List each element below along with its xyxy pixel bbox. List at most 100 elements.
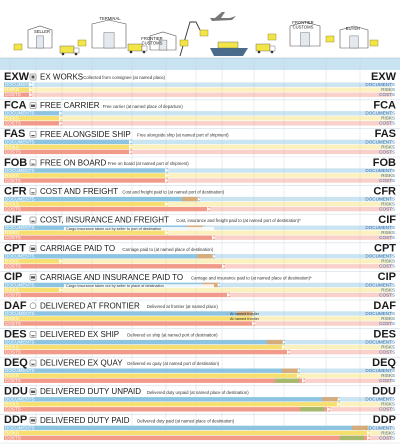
buyer-documents-bar bbox=[32, 82, 392, 87]
freight-segment bbox=[182, 196, 198, 202]
ship-icon bbox=[29, 188, 37, 195]
incoterm-daf: DAF DAF DELIVERED AT FRONTIER Delivered at … bbox=[0, 300, 400, 329]
buyer-costs-bar bbox=[330, 407, 392, 412]
row-label-costs: COSTS bbox=[5, 121, 21, 126]
row-label-risks-right: RISKS bbox=[381, 144, 395, 149]
buyer-costs-bar bbox=[230, 292, 392, 298]
seller-documents-bar bbox=[4, 425, 370, 431]
row-label-costs-right: COSTS bbox=[379, 407, 395, 412]
term-note: Cost, insurance and freight paid to (at … bbox=[176, 218, 301, 223]
crate-icon bbox=[267, 33, 277, 41]
row-label-documents: DOCUMENTS bbox=[5, 168, 35, 173]
buyer-documents-bar bbox=[132, 139, 392, 145]
duty-segment bbox=[275, 378, 299, 383]
seller-risks-bar bbox=[4, 344, 285, 350]
truck-icon-wheel bbox=[142, 50, 146, 54]
term-code-right: DAF bbox=[373, 300, 396, 312]
buyer-risks-bar bbox=[370, 430, 392, 436]
transfer-arrow bbox=[129, 149, 133, 155]
row-label-documents-right: DOCUMENTS bbox=[365, 368, 395, 373]
term-note: Delivered ex quay (at named port of dest… bbox=[127, 361, 219, 366]
ship-icon-glyph bbox=[31, 135, 35, 137]
incoterm-ddu: DDU DDU DELIVERED DUTY UNPAID Delivered dut… bbox=[0, 386, 400, 415]
buyer-risks-bar bbox=[132, 144, 392, 150]
term-code: FCA bbox=[4, 100, 27, 112]
row-label-risks: RISKS bbox=[5, 316, 19, 321]
term-name: DELIVERED EX SHIP bbox=[40, 330, 119, 339]
seller-risks-bar bbox=[4, 230, 168, 235]
incoterm-exw: EXW EXW EX WORKS Collected from consignee (… bbox=[0, 71, 400, 101]
transfer-arrow bbox=[212, 235, 216, 240]
truck-icon-glyph bbox=[31, 247, 35, 250]
buyer-documents-bar bbox=[285, 339, 392, 345]
row-label-risks-right: RISKS bbox=[381, 230, 395, 235]
row-label-costs-right: COSTS bbox=[379, 292, 395, 297]
buyer-documents-bar bbox=[200, 196, 392, 202]
insurance-band bbox=[64, 227, 214, 231]
term-code: DES bbox=[4, 328, 27, 340]
transfer-arrow bbox=[367, 430, 371, 436]
row-label-costs-right: COSTS bbox=[379, 178, 395, 183]
seller-costs-bar bbox=[4, 378, 305, 383]
buyer-costs-bar bbox=[168, 178, 392, 183]
seller-risks-bar bbox=[4, 430, 370, 436]
row-label-costs: COSTS bbox=[5, 264, 21, 269]
row-label-documents: DOCUMENTS bbox=[5, 425, 35, 430]
transfer-arrow bbox=[29, 87, 33, 92]
row-label-documents-right: DOCUMENTS bbox=[365, 111, 395, 116]
plane-wing bbox=[215, 12, 225, 18]
freight-segment bbox=[282, 368, 298, 373]
buyer-documents-bar bbox=[255, 311, 392, 316]
transfer-arrow bbox=[302, 378, 306, 383]
ship-icon-glyph bbox=[31, 335, 35, 337]
customs-building-1-door bbox=[158, 39, 168, 51]
freight-segment bbox=[352, 425, 368, 431]
seller-documents-bar bbox=[4, 311, 255, 316]
truck-icon-cab bbox=[73, 47, 80, 54]
ship-icon-glyph bbox=[31, 220, 35, 222]
ship-icon bbox=[29, 359, 37, 367]
row-label-costs: COSTS bbox=[5, 235, 21, 240]
buyer-risks-bar bbox=[285, 344, 392, 350]
buyer-costs-bar bbox=[132, 149, 392, 155]
row-label-costs-right: COSTS bbox=[379, 264, 395, 269]
seller-costs-bar bbox=[4, 206, 210, 212]
row-label-risks: RISKS bbox=[5, 202, 19, 207]
terminal-label: TERMINAL bbox=[99, 16, 121, 21]
frontier-note: At named frontier bbox=[230, 312, 260, 316]
transfer-arrow bbox=[337, 402, 341, 407]
term-name: EX WORKS bbox=[40, 73, 83, 82]
term-note: Delivered ex ship (at named port of dest… bbox=[127, 333, 218, 338]
row-label-documents: DOCUMENTS bbox=[5, 368, 35, 373]
buyer-costs-bar bbox=[62, 121, 392, 126]
buyer-costs-bar bbox=[215, 235, 392, 240]
buyer-documents-bar bbox=[168, 168, 392, 173]
crate-icon bbox=[199, 29, 209, 37]
buyer-documents-bar bbox=[205, 225, 392, 230]
row-label-documents-right: DOCUMENTS bbox=[365, 82, 395, 87]
row-label-documents-right: DOCUMENTS bbox=[365, 340, 395, 345]
row-label-risks: RISKS bbox=[5, 259, 19, 264]
term-name: DELIVERED DUTY UNPAID bbox=[40, 387, 141, 396]
buyer-documents-bar bbox=[62, 111, 392, 116]
term-code-right: CIP bbox=[378, 271, 396, 283]
frontier-customs-label: FRONTIER bbox=[292, 20, 313, 25]
ship-icon bbox=[29, 130, 37, 138]
buyer-risks-bar bbox=[168, 201, 392, 207]
row-label-risks: RISKS bbox=[5, 345, 19, 350]
frontier-customs-label: CUSTOMS bbox=[293, 25, 314, 30]
row-label-risks: RISKS bbox=[5, 402, 19, 407]
plane-icon bbox=[210, 16, 236, 21]
seller-documents-bar bbox=[4, 82, 32, 87]
term-name: DELIVERED DUTY PAID bbox=[40, 416, 130, 425]
seller-risks-bar bbox=[4, 402, 340, 407]
ship-icon bbox=[29, 216, 37, 224]
transfer-arrow bbox=[59, 111, 63, 116]
truck-icon-wheel bbox=[61, 52, 65, 56]
term-note: Cost and freight paid to (at named port … bbox=[122, 190, 224, 195]
crane-icon bbox=[179, 21, 201, 57]
incoterm-cfr: CFR CFR COST AND FREIGHT Cost and freight p… bbox=[0, 185, 400, 215]
row-label-risks-right: RISKS bbox=[381, 173, 395, 178]
row-label-risks: RISKS bbox=[5, 230, 19, 235]
